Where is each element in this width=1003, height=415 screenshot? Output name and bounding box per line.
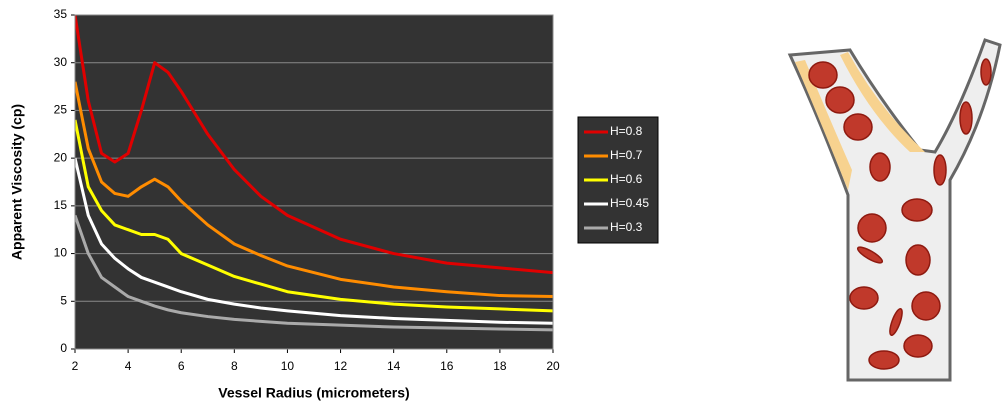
x-tick-label: 8 bbox=[231, 359, 238, 373]
x-tick-label: 4 bbox=[125, 359, 132, 373]
y-tick-label: 10 bbox=[54, 246, 68, 260]
y-tick-label: 5 bbox=[60, 293, 67, 307]
x-tick-label: 14 bbox=[387, 359, 401, 373]
plasma-layer bbox=[840, 52, 925, 152]
x-tick-label: 2 bbox=[72, 359, 79, 373]
x-tick-label: 12 bbox=[334, 359, 348, 373]
y-tick-label: 15 bbox=[54, 198, 68, 212]
vessel-wall bbox=[787, 38, 1002, 382]
legend-label: H=0.3 bbox=[610, 220, 643, 234]
line-series bbox=[75, 81, 553, 299]
line-series bbox=[75, 157, 553, 325]
y-tick-label: 25 bbox=[54, 103, 68, 117]
x-tick-label: 18 bbox=[493, 359, 507, 373]
y-axis-title: Apparent Viscosity (cp) bbox=[9, 104, 25, 260]
line-series bbox=[75, 119, 553, 313]
plasma-layer bbox=[795, 60, 852, 190]
vessel-diagram bbox=[787, 38, 1002, 382]
line-series bbox=[75, 214, 553, 332]
x-tick-label: 10 bbox=[281, 359, 295, 373]
red-cells bbox=[808, 58, 992, 370]
x-tick-label: 16 bbox=[440, 359, 454, 373]
legend-label: H=0.7 bbox=[610, 148, 643, 162]
plot-frame bbox=[74, 14, 554, 350]
y-tick-label: 20 bbox=[54, 150, 68, 164]
legend-label: H=0.45 bbox=[610, 196, 649, 210]
y-tick-label: 0 bbox=[60, 341, 67, 355]
y-tick-label: 35 bbox=[54, 7, 68, 21]
line-series bbox=[75, 15, 553, 275]
legend-label: H=0.8 bbox=[610, 124, 643, 138]
legend-label: H=0.6 bbox=[610, 172, 643, 186]
x-axis-title: Vessel Radius (micrometers) bbox=[218, 385, 409, 401]
y-tick-label: 30 bbox=[54, 55, 68, 69]
x-tick-label: 6 bbox=[178, 359, 185, 373]
x-tick-label: 20 bbox=[546, 359, 560, 373]
